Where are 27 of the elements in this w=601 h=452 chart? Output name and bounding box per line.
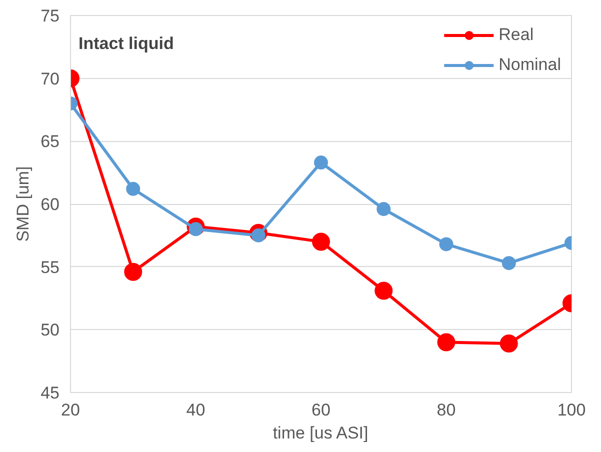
x-tick-label: 60 [312, 400, 330, 420]
point [439, 237, 454, 252]
y-tick-label: 45 [40, 384, 60, 402]
y-tick-label: 60 [40, 195, 60, 214]
point [502, 256, 516, 270]
y-tick-label: 75 [40, 6, 60, 26]
x-axis-title: time [us ASI] [272, 424, 368, 442]
legend-label: Nominal [498, 55, 561, 75]
point [314, 156, 328, 170]
x-tick-label: 100 [557, 400, 586, 420]
x-tick-label: 20 [61, 400, 80, 420]
y-tick-label: 55 [40, 258, 60, 277]
y-axis-title: SMD [um] [14, 166, 33, 242]
y-tick-label: 70 [40, 69, 60, 88]
legend-label: Real [498, 25, 534, 45]
annotation: Intact liquid [78, 34, 174, 54]
x-tick-label: 80 [436, 400, 456, 420]
y-tick-label: 50 [40, 320, 60, 340]
point [374, 282, 393, 300]
point [126, 182, 140, 196]
point [312, 232, 330, 251]
point [124, 262, 142, 281]
y-tick-label: 65 [40, 132, 60, 152]
point [376, 202, 391, 216]
point [437, 333, 456, 352]
point [500, 334, 518, 352]
x-tick-label: 40 [186, 400, 206, 420]
